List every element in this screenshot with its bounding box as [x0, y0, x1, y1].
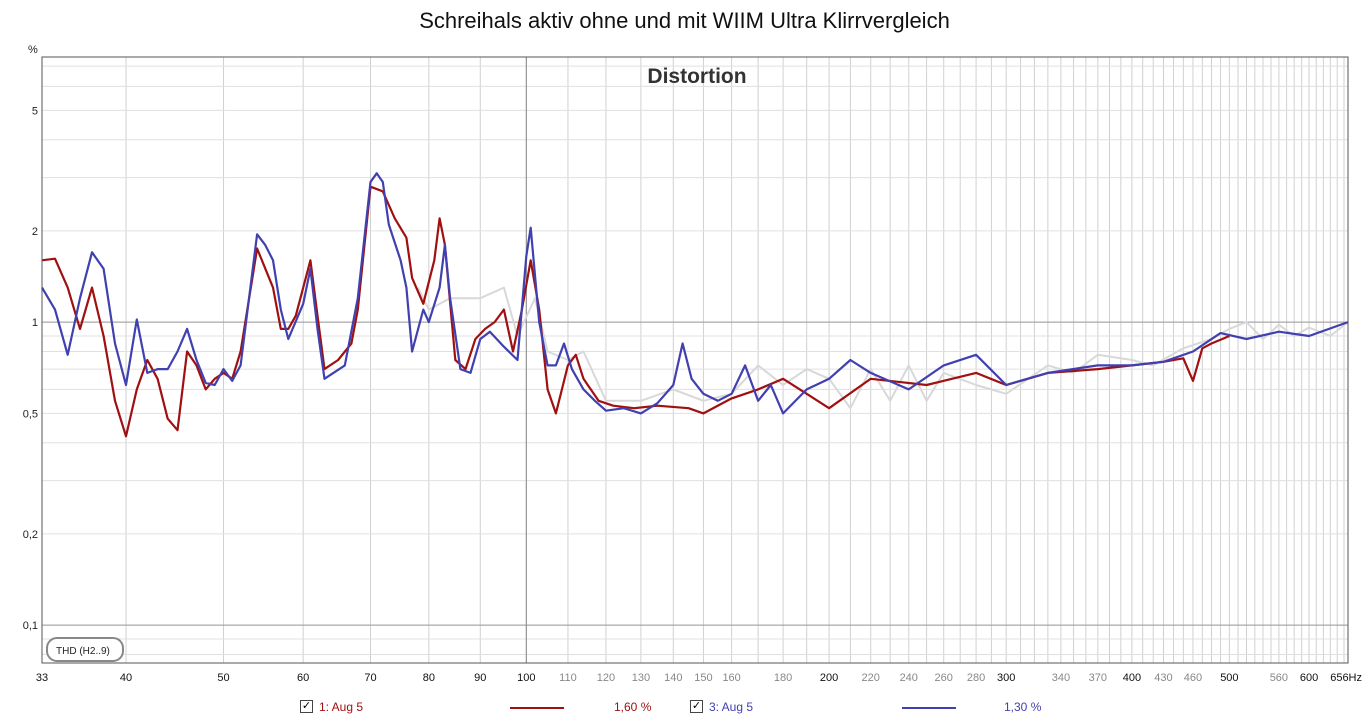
- y-tick-label: 1: [32, 317, 38, 329]
- series-background-line: [416, 286, 1349, 410]
- x-tick-label: 60: [297, 672, 309, 684]
- x-tick-label: 120: [597, 672, 615, 684]
- x-tick-label: 110: [559, 672, 577, 684]
- y-axis-ticks: 5 2 1 0,5 0,2 0,1: [23, 105, 38, 632]
- x-tick-label: 100: [517, 672, 535, 684]
- y-tick-label: 0,5: [23, 408, 38, 420]
- x-tick-label: 260: [935, 672, 953, 684]
- x-tick-label: 160: [722, 672, 740, 684]
- y-tick-label: 0,1: [23, 620, 38, 632]
- plot-title: Distortion: [647, 65, 746, 88]
- x-tick-label: 180: [774, 672, 792, 684]
- x-tick-label: 220: [862, 672, 880, 684]
- x-tick-label: 130: [632, 672, 650, 684]
- x-tick-label: 280: [967, 672, 985, 684]
- x-tick-label: 560: [1270, 672, 1288, 684]
- chart-window-title: Schreihals aktiv ohne und mit WIIM Ultra…: [419, 8, 950, 33]
- x-tick-label: 300: [997, 672, 1015, 684]
- x-tick-label: 240: [900, 672, 918, 684]
- x-tick-label: 400: [1123, 672, 1141, 684]
- x-tick-label: 150: [694, 672, 712, 684]
- plot-frame: [41, 56, 1349, 664]
- series-1-name: 1: Aug 5: [319, 700, 364, 714]
- thd-badge-label: THD (H2..9): [56, 646, 110, 657]
- x-tick-label: 50: [217, 672, 229, 684]
- x-tick-label: 430: [1154, 672, 1172, 684]
- y-tick-label: 0,2: [23, 529, 38, 541]
- series-1-swatch: [510, 707, 564, 709]
- series-3-checkbox[interactable]: ✓: [690, 700, 703, 713]
- series-3-name: 3: Aug 5: [709, 700, 754, 714]
- x-tick-label: 600: [1300, 672, 1318, 684]
- x-tick-label: 460: [1184, 672, 1202, 684]
- thd-badge-box: [46, 637, 124, 662]
- x-tick-label: 140: [664, 672, 682, 684]
- y-tick-label: 2: [32, 226, 38, 238]
- series-3-value: 1,30 %: [1004, 700, 1042, 714]
- x-tick-label: 80: [423, 672, 435, 684]
- x-tick-label: 70: [364, 672, 376, 684]
- x-tick-label: 370: [1089, 672, 1107, 684]
- y-unit-label: %: [28, 44, 38, 56]
- series-1-value: 1,60 %: [614, 700, 652, 714]
- series-1-checkbox[interactable]: ✓: [300, 700, 313, 713]
- x-tick-label: 340: [1052, 672, 1070, 684]
- series-3-line: [41, 172, 1349, 415]
- x-tick-label: 33: [36, 672, 48, 684]
- x-axis-ticks: 33 40 50 60 70 80 90 100 110 120 130 140 150 160 180 20…: [36, 672, 1362, 684]
- series-3-swatch: [902, 707, 956, 709]
- x-tick-label: 40: [120, 672, 132, 684]
- x-tick-label: 500: [1220, 672, 1238, 684]
- series-layer: [41, 172, 1349, 438]
- x-tick-label: 200: [820, 672, 838, 684]
- series-1-line: [41, 185, 1230, 438]
- y-tick-label: 5: [32, 105, 38, 117]
- x-tick-label: 656Hz: [1330, 672, 1362, 684]
- x-tick-label: 90: [474, 672, 486, 684]
- grid: [42, 57, 1348, 663]
- thd-badge: THD (H2..9): [46, 637, 124, 662]
